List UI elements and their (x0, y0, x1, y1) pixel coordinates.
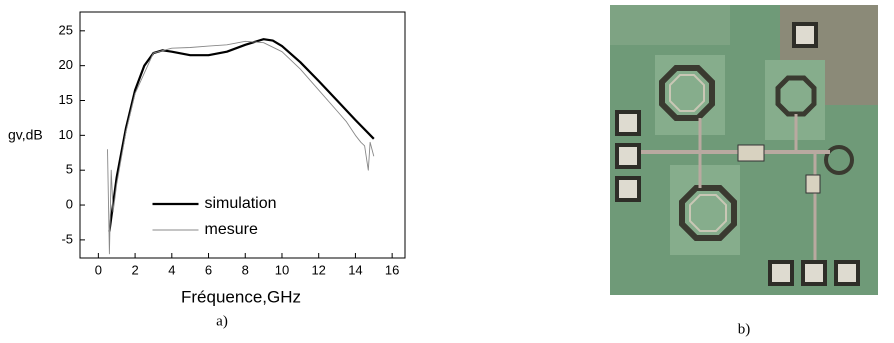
caption: a) (216, 313, 228, 329)
x-tick-label: 0 (95, 262, 102, 277)
x-tick-label: 6 (205, 262, 212, 277)
y-axis-label: gv,dB (8, 127, 43, 143)
y-tick-label: 10 (59, 127, 73, 142)
data-line (108, 38, 375, 232)
x-tick-label: 10 (275, 262, 289, 277)
x-axis-label: Fréquence,GHz (181, 287, 301, 306)
x-tick-label: 16 (385, 262, 399, 277)
x-tick-label: 12 (311, 262, 325, 277)
x-tick-label: 4 (168, 262, 175, 277)
y-tick-label: 0 (66, 196, 73, 211)
x-tick-label: 8 (242, 262, 249, 277)
caption: b) (738, 321, 751, 337)
x-tick-label: 14 (348, 262, 362, 277)
legend-label: mesure (205, 221, 258, 238)
chip-photo (610, 5, 878, 295)
y-tick-label: 20 (59, 57, 73, 72)
y-tick-label: -5 (61, 231, 73, 246)
y-tick-label: 15 (59, 92, 73, 107)
y-tick-label: 5 (66, 162, 73, 177)
legend-label: simulation (205, 195, 277, 212)
y-tick-label: 25 (59, 22, 73, 37)
x-tick-label: 2 (131, 262, 138, 277)
data-line (107, 40, 375, 255)
